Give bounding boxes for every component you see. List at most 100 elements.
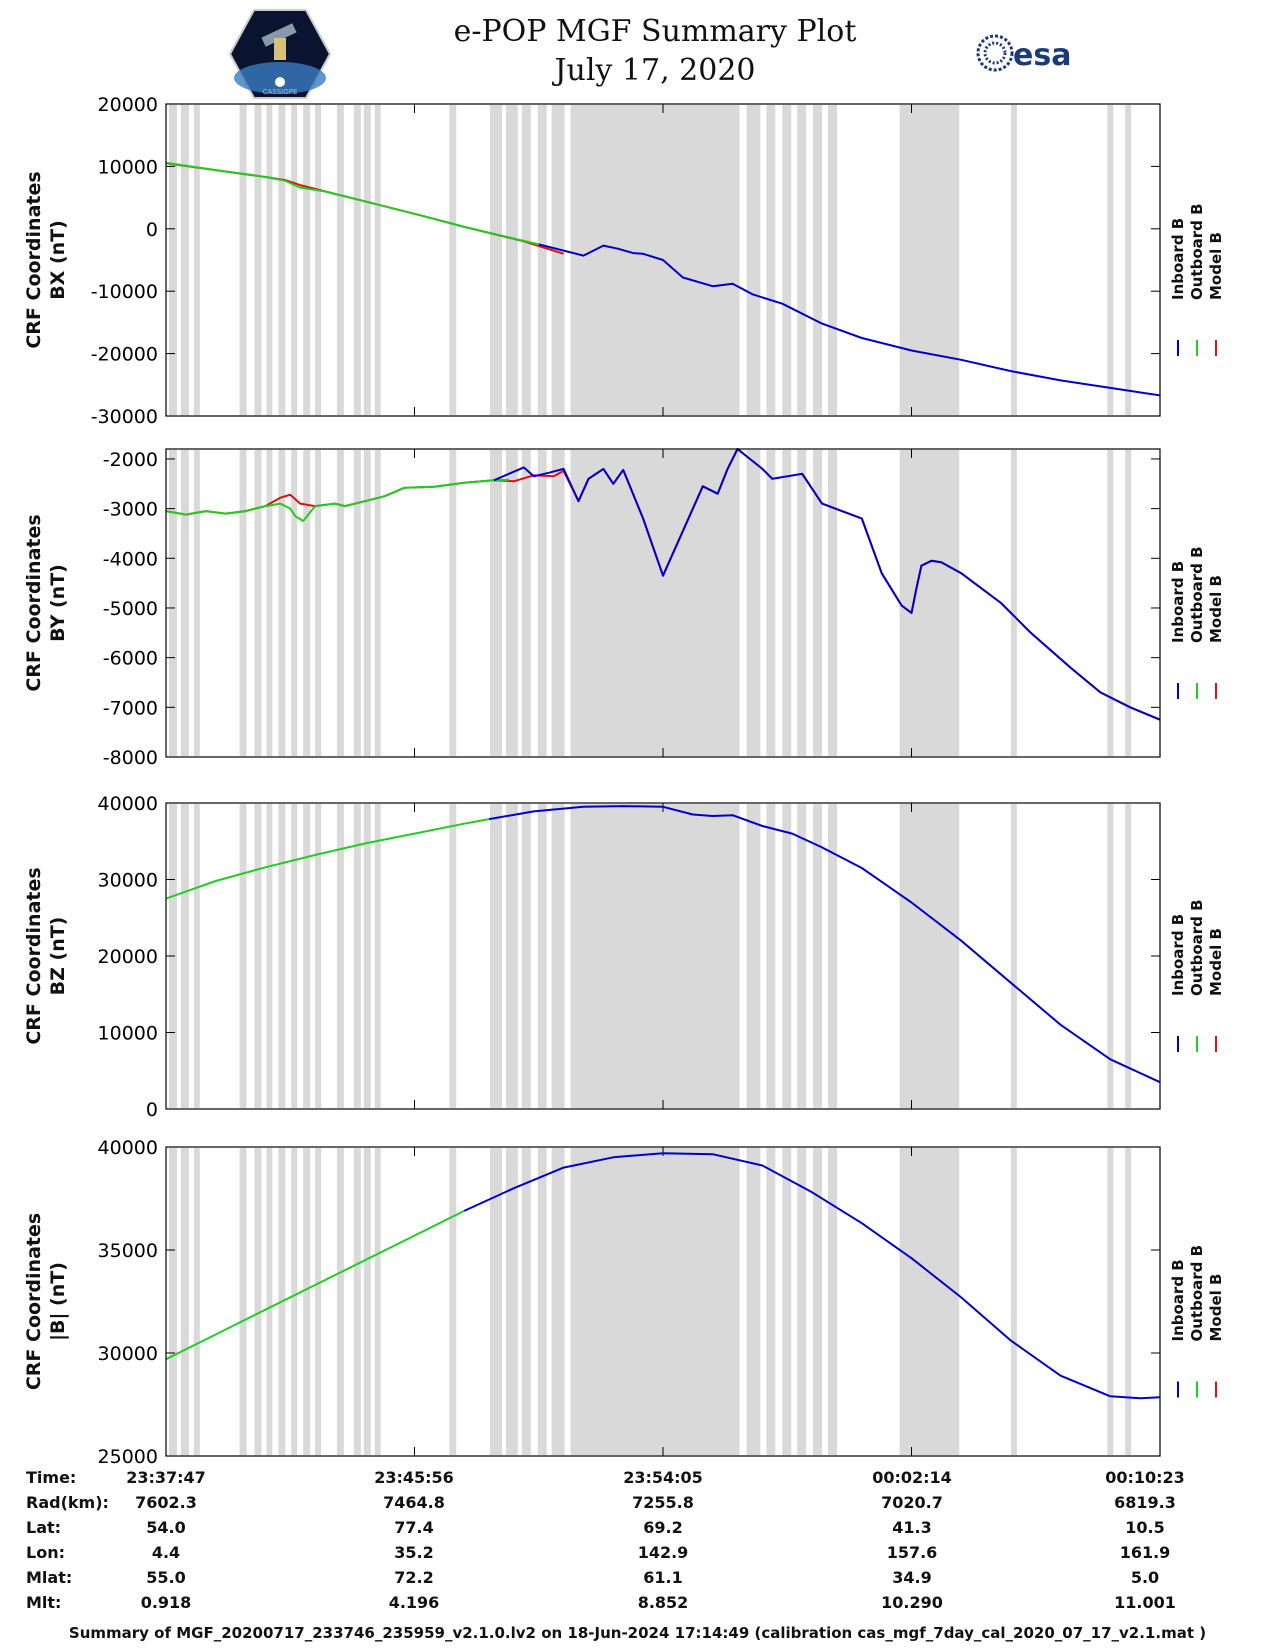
- data-gap-band: [551, 804, 565, 1108]
- table-row-label: Lon:: [26, 1543, 65, 1562]
- table-cell: 35.2: [394, 1543, 434, 1562]
- y-tick-label: -30000: [91, 406, 158, 428]
- series-outboard-b: [165, 161, 540, 246]
- table-row-label: Lat:: [26, 1518, 62, 1537]
- data-gap-band: [797, 105, 807, 415]
- data-gap-band: [521, 105, 531, 415]
- data-gap-band: [828, 105, 837, 415]
- cassiope-logo-text: CASSIOPE: [263, 88, 298, 96]
- table-cell: 7020.7: [881, 1493, 943, 1512]
- legend-label: Model B: [1207, 232, 1225, 300]
- data-gap-band: [899, 1148, 960, 1455]
- data-gap-band: [336, 1148, 344, 1455]
- data-gap-band: [336, 105, 344, 415]
- legend-label: Inboard B: [1169, 914, 1187, 996]
- data-gap-band: [315, 105, 322, 415]
- y-tick-label: 10000: [98, 1023, 158, 1045]
- data-gap-band: [449, 1148, 457, 1455]
- series-inboard-b: [538, 243, 1161, 397]
- data-gap-band: [899, 450, 960, 756]
- table-cell: 5.0: [1130, 1568, 1160, 1587]
- y-tick-label: 35000: [98, 1240, 158, 1262]
- series-outboard-b: [165, 818, 490, 900]
- data-gap-band: [505, 105, 518, 415]
- legend-label: Model B: [1207, 928, 1225, 996]
- data-gap-band: [570, 804, 740, 1108]
- panel-1: -30000 -20000 -10000 0 10000 20000 CRF Coordin…: [23, 94, 1225, 428]
- y-tick-label: -3000: [103, 499, 158, 521]
- y-tick-label: -7000: [103, 697, 158, 719]
- data-gap-band: [1107, 105, 1114, 415]
- data-gap-band: [782, 804, 792, 1108]
- data-gap-band: [374, 804, 381, 1108]
- table-cell: 7602.3: [135, 1493, 197, 1512]
- table-cell: 11.001: [1114, 1593, 1176, 1612]
- table-cell: 61.1: [643, 1568, 683, 1587]
- data-gap-band: [490, 450, 502, 756]
- y-axis-label: CRF Coordinates |B| (nT): [23, 1213, 69, 1390]
- data-gap-band: [537, 804, 547, 1108]
- data-gap-band: [490, 804, 502, 1108]
- data-gap-band: [1125, 450, 1132, 756]
- data-gap-band: [193, 804, 200, 1108]
- table-cell: 161.9: [1119, 1543, 1171, 1562]
- legend-label: Inboard B: [1169, 561, 1187, 643]
- data-gap-band: [521, 450, 531, 756]
- y-axis-label-line2: BY (nT): [47, 564, 69, 642]
- data-gap-band: [551, 1148, 565, 1455]
- data-gap-band: [505, 804, 518, 1108]
- data-gap-band: [828, 1148, 837, 1455]
- data-gap-band: [537, 105, 547, 415]
- data-gap-band: [813, 450, 823, 756]
- data-gap-band: [1125, 804, 1132, 1108]
- legend-label: Inboard B: [1169, 1259, 1187, 1341]
- table-row-label: Rad(km):: [26, 1493, 109, 1512]
- y-tick-label: -4000: [103, 548, 158, 570]
- y-axis-label-line2: BZ (nT): [47, 917, 69, 996]
- data-gap-band: [353, 450, 361, 756]
- data-gap-band: [363, 1148, 371, 1455]
- data-gap-band: [180, 105, 189, 415]
- table-cell: 0.918: [140, 1593, 192, 1612]
- data-gap-band: [782, 1148, 792, 1455]
- footer-caption: Summary of MGF_20200717_233746_235959_v2…: [68, 1624, 1207, 1642]
- panel-4: 25000 30000 35000 40000 CRF Coordinates |B| (…: [23, 1137, 1225, 1468]
- data-gap-band: [278, 105, 286, 415]
- legend-label: Inboard B: [1169, 218, 1187, 300]
- data-gap-band: [266, 1148, 273, 1455]
- series-inboard-b: [463, 1152, 1161, 1400]
- data-gap-band: [813, 105, 823, 415]
- table-cell: 72.2: [394, 1568, 434, 1587]
- data-gap-band: [1125, 1148, 1132, 1455]
- data-gap-band: [899, 804, 960, 1108]
- series-outboard-b: [165, 478, 509, 522]
- table-cell: 157.6: [886, 1543, 938, 1562]
- data-gap-band: [180, 450, 189, 756]
- esa-logo-text: esa: [1013, 38, 1071, 73]
- data-gap-band: [168, 105, 177, 415]
- data-gap-band: [828, 450, 837, 756]
- legend-label: Outboard B: [1188, 899, 1206, 996]
- data-gap-band: [537, 1148, 547, 1455]
- y-tick-label: 0: [146, 219, 158, 241]
- table-cell: 23:37:47: [126, 1468, 206, 1487]
- y-tick-label: 40000: [98, 793, 158, 815]
- table-cell: 10.290: [881, 1593, 943, 1612]
- data-gap-band: [336, 450, 344, 756]
- y-tick-label: 0: [146, 1099, 158, 1121]
- table-cell: 4.196: [388, 1593, 440, 1612]
- table-cell: 55.0: [146, 1568, 186, 1587]
- y-tick-label: 25000: [98, 1446, 158, 1468]
- data-gap-band: [797, 804, 807, 1108]
- plot-frame: [165, 103, 1161, 417]
- table-cell: 23:45:56: [374, 1468, 454, 1487]
- data-gap-band: [374, 1148, 381, 1455]
- data-gap-band: [315, 804, 322, 1108]
- data-gap-band: [899, 105, 960, 415]
- data-gap-band: [813, 1148, 823, 1455]
- data-gap-band: [239, 450, 247, 756]
- y-axis-label: CRF Coordinates BZ (nT): [23, 867, 69, 1044]
- data-gap-band: [746, 450, 761, 756]
- data-gap-band: [551, 450, 565, 756]
